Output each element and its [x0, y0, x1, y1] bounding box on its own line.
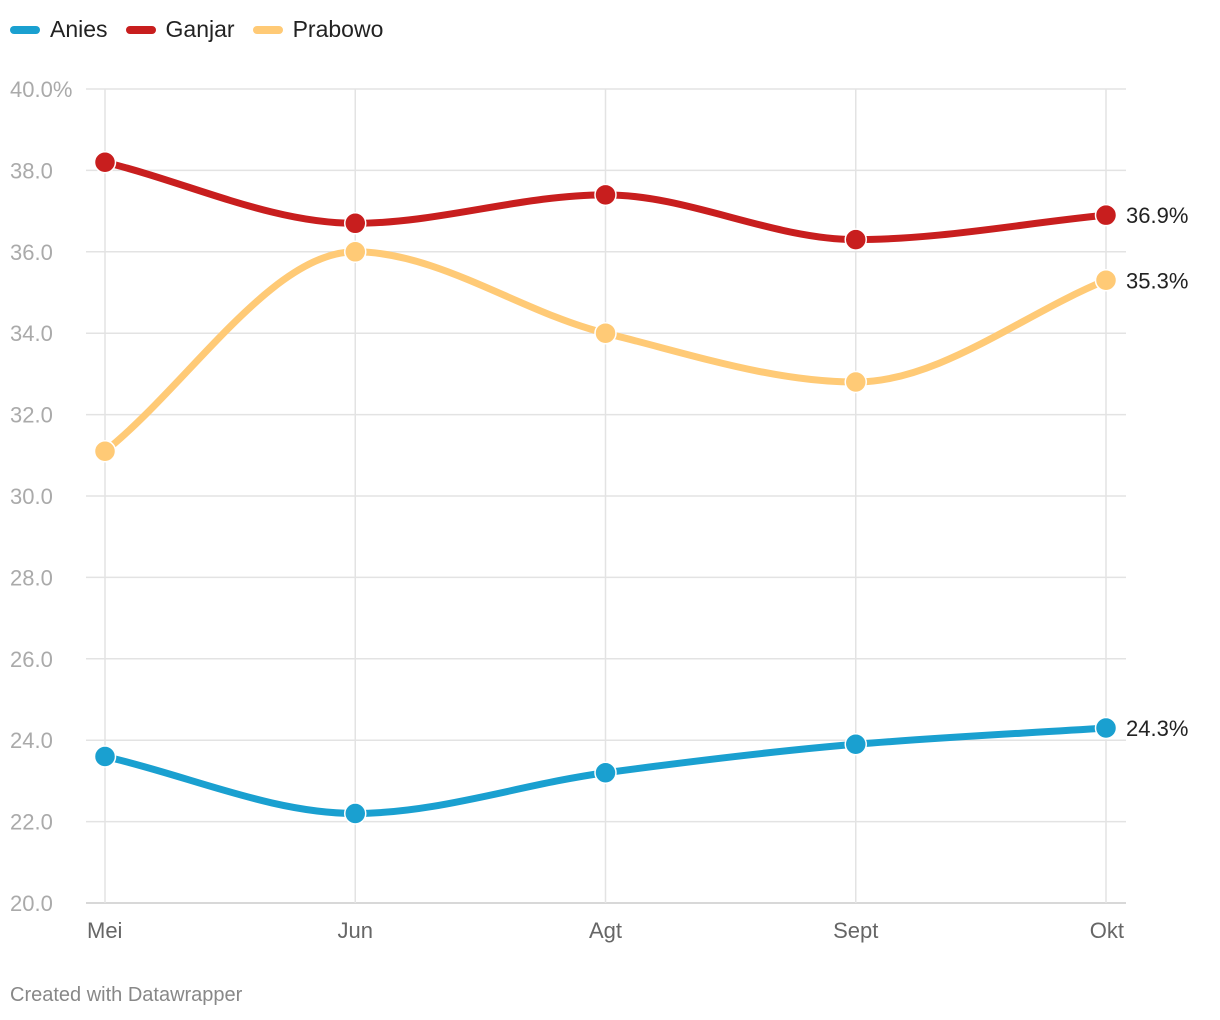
- data-point-prabowo: [344, 240, 367, 264]
- x-tick-label: Sept: [833, 918, 878, 943]
- y-tick-label: 36.0: [10, 240, 53, 265]
- y-tick-label: 38.0: [10, 158, 53, 183]
- legend-item-prabowo: Prabowo: [252, 16, 384, 43]
- data-point-ganjar: [594, 183, 617, 207]
- y-tick-label: 34.0: [10, 321, 53, 346]
- y-tick-label: 26.0: [10, 647, 53, 672]
- legend-item-anies: Anies: [10, 16, 108, 43]
- data-point-ganjar: [844, 228, 867, 251]
- data-point-ganjar: [344, 212, 367, 235]
- data-point-prabowo: [844, 370, 867, 394]
- y-tick-label: 32.0: [10, 403, 53, 428]
- data-point-prabowo: [594, 321, 617, 345]
- y-tick-label: 22.0: [10, 810, 53, 835]
- x-tick-label: Mei: [87, 918, 122, 943]
- end-label-anies: 24.3%: [1126, 716, 1188, 741]
- data-point-anies: [594, 761, 617, 785]
- legend-label-anies: Anies: [50, 16, 108, 42]
- footer-credit: Created with Datawrapper: [10, 984, 243, 1006]
- legend-swatch-prabowo: [252, 25, 283, 34]
- y-tick-label: 30.0: [10, 484, 53, 509]
- data-point-ganjar: [93, 151, 117, 174]
- legend-item-ganjar: Ganjar: [125, 16, 235, 43]
- x-tick-label: Agt: [589, 918, 622, 943]
- y-tick-label: 28.0: [10, 565, 53, 590]
- legend-label-prabowo: Prabowo: [292, 16, 384, 42]
- x-tick-label: Okt: [1090, 918, 1124, 943]
- legend-swatch-ganjar: [125, 25, 156, 34]
- y-tick-label: 24.0: [10, 728, 53, 753]
- data-point-anies: [93, 745, 117, 768]
- data-point-anies: [844, 733, 867, 756]
- legend-swatch-anies: [10, 25, 40, 34]
- chart-legend: Anies Ganjar Prabowo: [10, 16, 383, 43]
- data-point-prabowo: [1094, 269, 1118, 292]
- data-point-anies: [344, 802, 367, 825]
- x-tick-label: Jun: [338, 918, 373, 943]
- y-tick-label: 20.0: [10, 891, 53, 916]
- end-label-prabowo: 35.3%: [1126, 268, 1188, 293]
- data-point-ganjar: [1094, 203, 1118, 227]
- end-label-ganjar: 36.9%: [1126, 203, 1188, 228]
- legend-label-ganjar: Ganjar: [165, 16, 235, 42]
- data-point-anies: [1094, 716, 1118, 740]
- y-tick-label: 40.0%: [10, 77, 72, 102]
- data-point-prabowo: [93, 439, 117, 463]
